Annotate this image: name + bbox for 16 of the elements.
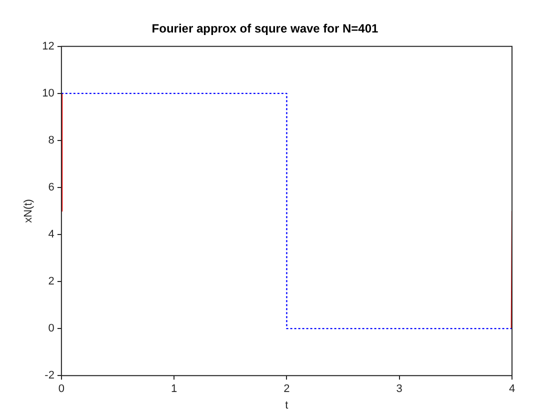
x-tick-label: 3 (396, 383, 402, 396)
y-tick-label: 8 (48, 134, 54, 146)
y-axis-title: xN(t) (22, 199, 35, 223)
y-tick-label: 4 (48, 228, 54, 241)
y-tick-label: 6 (48, 182, 54, 194)
x-axis-title: t (285, 399, 288, 412)
x-tick-label: 0 (58, 383, 64, 396)
y-tick-label: -2 (44, 370, 54, 382)
y-tick-label: 10 (42, 87, 54, 100)
x-tick-label: 1 (171, 383, 178, 396)
y-tick-label: 0 (48, 322, 54, 335)
x-tick-label: 2 (284, 383, 290, 396)
y-tick-label: 12 (42, 40, 54, 52)
x-tick-label: 4 (508, 383, 516, 396)
chart-title: Fourier approx of squre wave for N=401 (152, 22, 379, 36)
y-tick-label: 2 (48, 276, 54, 288)
